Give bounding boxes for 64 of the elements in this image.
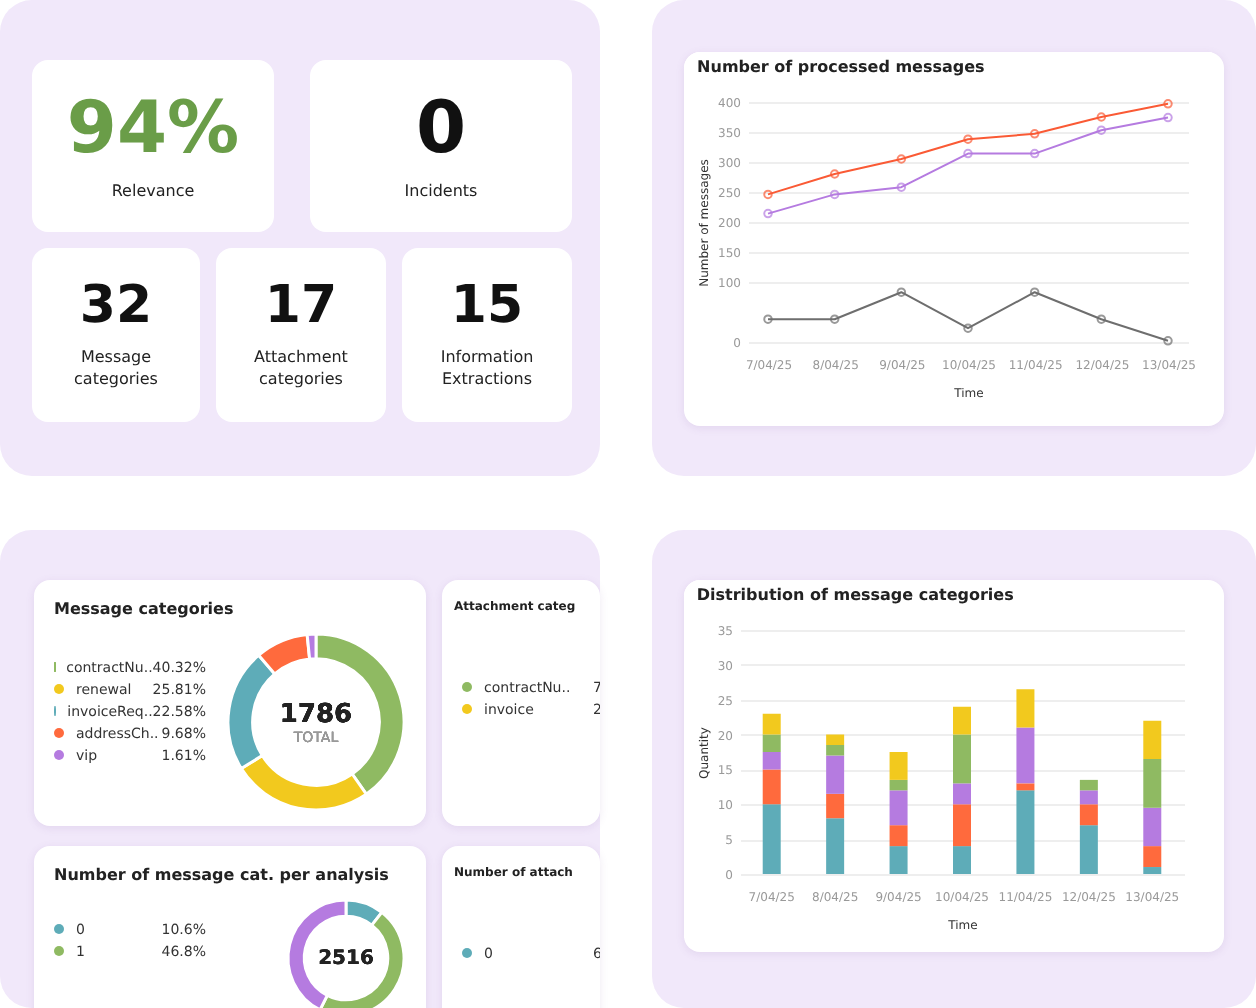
bar: [762, 713, 781, 735]
point: [896, 154, 907, 164]
text: 32: [79, 276, 153, 337]
text: Incidents: [404, 179, 478, 203]
bar: [826, 818, 845, 874]
bar: [1016, 689, 1035, 728]
bar: [1079, 825, 1098, 874]
text: 94%: [66, 87, 240, 170]
bar: [953, 846, 971, 874]
bar: [889, 846, 908, 874]
bar: [953, 783, 971, 805]
point: [829, 189, 840, 200]
bar: [826, 793, 845, 819]
bar: [1016, 727, 1035, 784]
text: Attachment categories: [252, 345, 350, 392]
bar: [762, 734, 781, 752]
bar: [889, 779, 908, 791]
text: 2516: [318, 948, 374, 970]
bar: [762, 769, 781, 805]
point: [1029, 287, 1040, 297]
bar: [1143, 846, 1162, 868]
bar: [953, 706, 971, 735]
point: [963, 323, 973, 333]
bar: [889, 752, 908, 780]
bar: [1143, 758, 1162, 808]
point: [1029, 148, 1040, 159]
bar: [1143, 720, 1162, 759]
bar: [1143, 867, 1162, 874]
bar: [762, 804, 781, 874]
chart-title: Message categories: [54, 600, 234, 618]
bar: [889, 825, 908, 847]
point: [963, 134, 973, 144]
chart-title: Number of message cat. per analysis: [54, 866, 389, 884]
bar: [762, 752, 781, 770]
bar: [826, 755, 845, 794]
point: [1096, 125, 1107, 135]
point: [896, 182, 907, 192]
text: Message categories: [72, 345, 160, 392]
bar: [953, 804, 971, 847]
text: 0: [415, 87, 467, 170]
point: [829, 314, 840, 324]
text: Relevance: [111, 179, 195, 203]
bar: [953, 734, 971, 784]
bar: [1016, 790, 1035, 874]
chart-title: Distribution of message categories: [696, 586, 1015, 604]
text: 15: [450, 276, 524, 337]
point: [1096, 314, 1107, 324]
bar: [1079, 804, 1098, 826]
text: 1786: [279, 700, 353, 730]
text: Information Extractions: [438, 345, 536, 392]
bar: [826, 734, 845, 746]
point: [896, 287, 907, 297]
point: [829, 169, 840, 179]
bar: [826, 745, 845, 756]
point: [963, 148, 973, 159]
bar: [1079, 790, 1098, 805]
bar: [1016, 783, 1035, 791]
bar: [889, 790, 908, 826]
point: [1096, 112, 1107, 122]
text: 17: [264, 276, 338, 337]
point: [1029, 129, 1040, 139]
bar: [1079, 779, 1098, 791]
bar: [1143, 807, 1162, 847]
chart-title: Number of processed messages: [697, 58, 986, 76]
